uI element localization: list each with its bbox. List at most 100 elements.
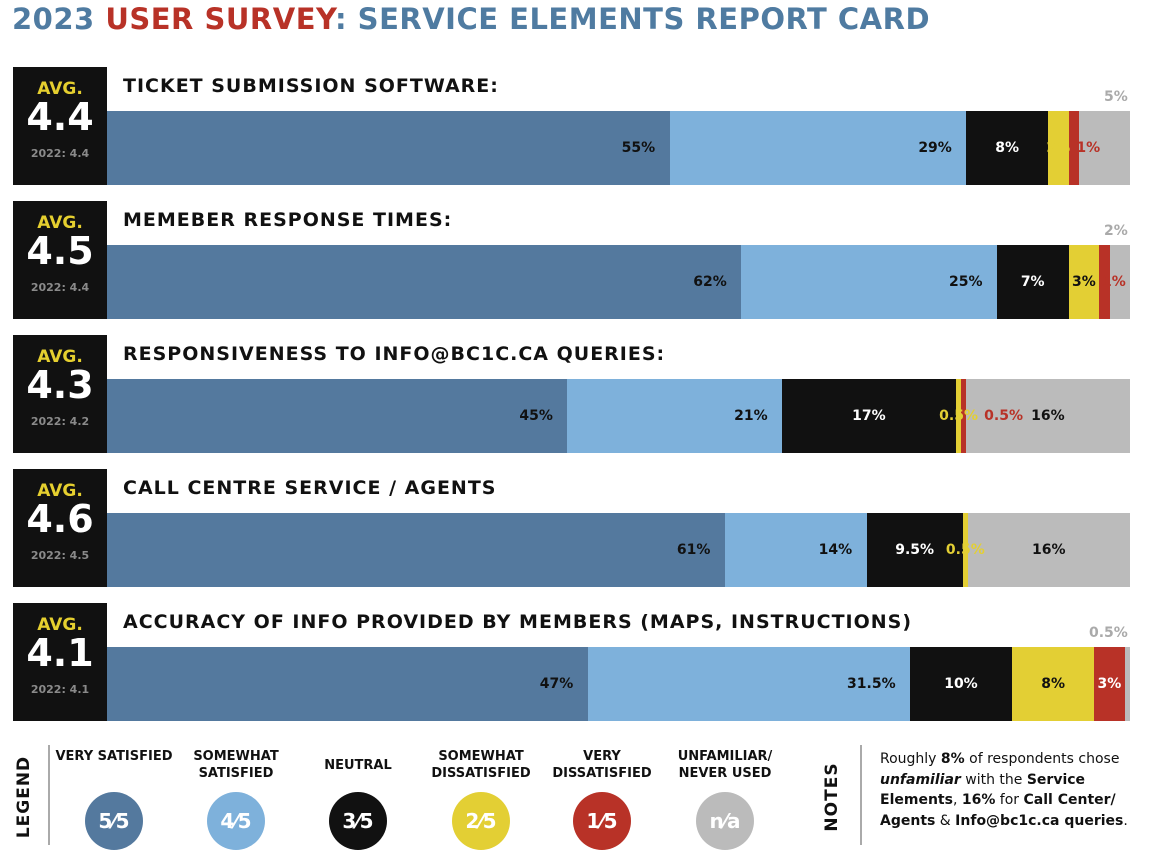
legend-swatch: 3⁄5 (329, 792, 387, 850)
data-label-neutral: 10% (944, 676, 978, 692)
row-title: MEMEBER RESPONSE TIMES: (123, 209, 453, 231)
segment-neutral (782, 379, 957, 453)
legend-item-very-dissatisfied: VERY DISSATISFIED 1⁄5 (537, 748, 667, 850)
avg-previous-year: 2022: 4.5 (30, 549, 90, 562)
segment-neutral (997, 245, 1069, 319)
avg-box: AVG. 4.1 2022: 4.1 (13, 603, 107, 721)
legend-swatch: 4⁄5 (207, 792, 265, 850)
legend-swatch: 5⁄5 (85, 792, 143, 850)
segment-very-satisfied (107, 111, 670, 185)
data-label-neutral: 7% (1020, 274, 1045, 290)
avg-value: 4.3 (26, 363, 94, 407)
stacked-bar: 47% 31.5% 10% 8% 3% 0.5% (107, 625, 1130, 721)
data-label-unfamiliar: 16% (1031, 408, 1065, 424)
legend-label: VERY DISSATISFIED (552, 749, 652, 781)
avg-previous-year: 2022: 4.4 (30, 281, 90, 294)
segment-very-dissatisfied (1094, 647, 1125, 721)
data-label-somewhat-dissatisfied: 2% (1046, 140, 1071, 156)
legend-swatch: n⁄a (696, 792, 754, 850)
chart-row: AVG. 4.6 2022: 4.5 CALL CENTRE SERVICE / AG… (13, 469, 1130, 587)
segment-very-satisfied (107, 647, 588, 721)
segment-unfamiliar (966, 379, 1130, 453)
data-label-very-satisfied: 55% (621, 140, 656, 156)
row-title: CALL CENTRE SERVICE / AGENTS (123, 477, 497, 499)
chart-row: AVG. 4.3 2022: 4.2 RESPONSIVENESS TO INFO@B… (13, 335, 1130, 453)
segment-very-satisfied (107, 513, 725, 587)
chart-row: AVG. 4.5 2022: 4.4 MEMEBER RESPONSE TIMES: 6… (13, 201, 1130, 319)
segment-neutral (966, 111, 1049, 185)
segment-somewhat-satisfied (724, 513, 867, 587)
legend-label: UNFAMILIAR/ NEVER USED (677, 749, 773, 781)
segment-very-satisfied (107, 379, 568, 453)
segment-very-dissatisfied (1099, 245, 1110, 319)
legend-swatch: 1⁄5 (573, 792, 631, 850)
segment-neutral (866, 513, 963, 587)
avg-label: AVG. (37, 79, 83, 99)
segment-somewhat-satisfied (669, 111, 967, 185)
data-label-somewhat-dissatisfied: 0.5% (945, 542, 985, 558)
data-label-unfamiliar: 2% (1104, 223, 1128, 239)
data-label-very-satisfied: 45% (519, 408, 553, 424)
data-label-somewhat-satisfied: 14% (818, 542, 853, 558)
segment-unfamiliar (1124, 647, 1130, 721)
avg-value: 4.4 (26, 95, 94, 139)
data-label-very-dissatisfied: 0.5% (984, 408, 1023, 424)
avg-label: AVG. (37, 615, 83, 635)
avg-box: AVG. 4.3 2022: 4.2 (13, 335, 107, 453)
avg-box: AVG. 4.4 2022: 4.4 (13, 67, 107, 185)
data-label-very-dissatisfied: 1% (1076, 140, 1101, 156)
data-label-somewhat-satisfied: 21% (734, 408, 768, 424)
legend-item-neutral: NEUTRAL 3⁄5 (293, 748, 423, 850)
legend-item-somewhat-satisfied: SOMEWHAT SATISFIED 4⁄5 (171, 748, 301, 850)
avg-previous-year: 2022: 4.4 (30, 147, 90, 160)
avg-label: AVG. (37, 347, 83, 367)
segment-somewhat-dissatisfied (962, 513, 968, 587)
avg-box: AVG. 4.5 2022: 4.4 (13, 201, 107, 319)
data-label-neutral: 8% (995, 140, 1020, 156)
data-label-somewhat-dissatisfied: 0.5% (939, 408, 978, 424)
data-label-somewhat-dissatisfied: 8% (1041, 676, 1066, 692)
data-label-neutral: 9.5% (895, 542, 935, 558)
stacked-bar: 45% 21% 17% 0.5% 0.5% 16% (107, 379, 1130, 453)
data-label-very-dissatisfied: 1% (1101, 274, 1126, 290)
chart-row: AVG. 4.4 2022: 4.4 TICKET SUBMISSION SOFTWA… (13, 67, 1130, 185)
data-label-somewhat-satisfied: 29% (918, 140, 952, 156)
data-label-somewhat-dissatisfied: 3% (1071, 274, 1096, 290)
data-label-somewhat-satisfied: 31.5% (847, 676, 896, 692)
avg-previous-year: 2022: 4.2 (30, 415, 90, 428)
avg-previous-year: 2022: 4.1 (30, 683, 90, 696)
chart-row: AVG. 4.1 2022: 4.1 ACCURACY OF INFO PROVIDE… (13, 603, 1130, 721)
segment-somewhat-satisfied (741, 245, 997, 319)
row-title: TICKET SUBMISSION SOFTWARE: (123, 75, 499, 97)
legend-swatch: 2⁄5 (452, 792, 510, 850)
avg-label: AVG. (37, 213, 83, 233)
segment-somewhat-satisfied (567, 379, 783, 453)
avg-value: 4.6 (26, 497, 94, 541)
segment-somewhat-dissatisfied (1048, 111, 1069, 185)
data-label-unfamiliar: 0.5% (1089, 625, 1128, 641)
legend-label: NEUTRAL (324, 758, 392, 773)
data-label-somewhat-satisfied: 25% (949, 274, 983, 290)
legend-label: SOMEWHAT DISSATISFIED (431, 749, 531, 781)
legend-item-very-satisfied: VERY SATISFIED 5⁄5 (49, 748, 179, 850)
legend-title: LEGEND (14, 755, 34, 839)
segment-very-dissatisfied (961, 379, 967, 453)
data-label-very-satisfied: 61% (676, 542, 711, 558)
segment-unfamiliar (967, 513, 1130, 587)
page-title: 2023 USER SURVEY: SERVICE ELEMENTS REPOR… (12, 2, 931, 36)
segment-somewhat-dissatisfied (1068, 245, 1100, 319)
segment-unfamiliar (1078, 111, 1130, 185)
avg-box: AVG. 4.6 2022: 4.5 (13, 469, 107, 587)
data-label-very-satisfied: 47% (539, 676, 574, 692)
legend-item-unfamiliar: UNFAMILIAR/ NEVER USED n⁄a (660, 748, 790, 850)
segment-somewhat-satisfied (587, 647, 911, 721)
data-label-unfamiliar: 16% (1031, 542, 1066, 558)
legend-item-somewhat-dissatisfied: SOMEWHAT DISSATISFIED 2⁄5 (416, 748, 546, 850)
segment-somewhat-dissatisfied (1012, 647, 1095, 721)
row-title: RESPONSIVENESS TO INFO@BC1C.CA QUERIES: (123, 343, 666, 365)
data-label-unfamiliar: 5% (1104, 89, 1128, 105)
data-label-very-satisfied: 62% (693, 274, 727, 290)
avg-value: 4.5 (26, 229, 94, 273)
segment-unfamiliar (1109, 245, 1130, 319)
legend-label: VERY SATISFIED (55, 749, 173, 764)
